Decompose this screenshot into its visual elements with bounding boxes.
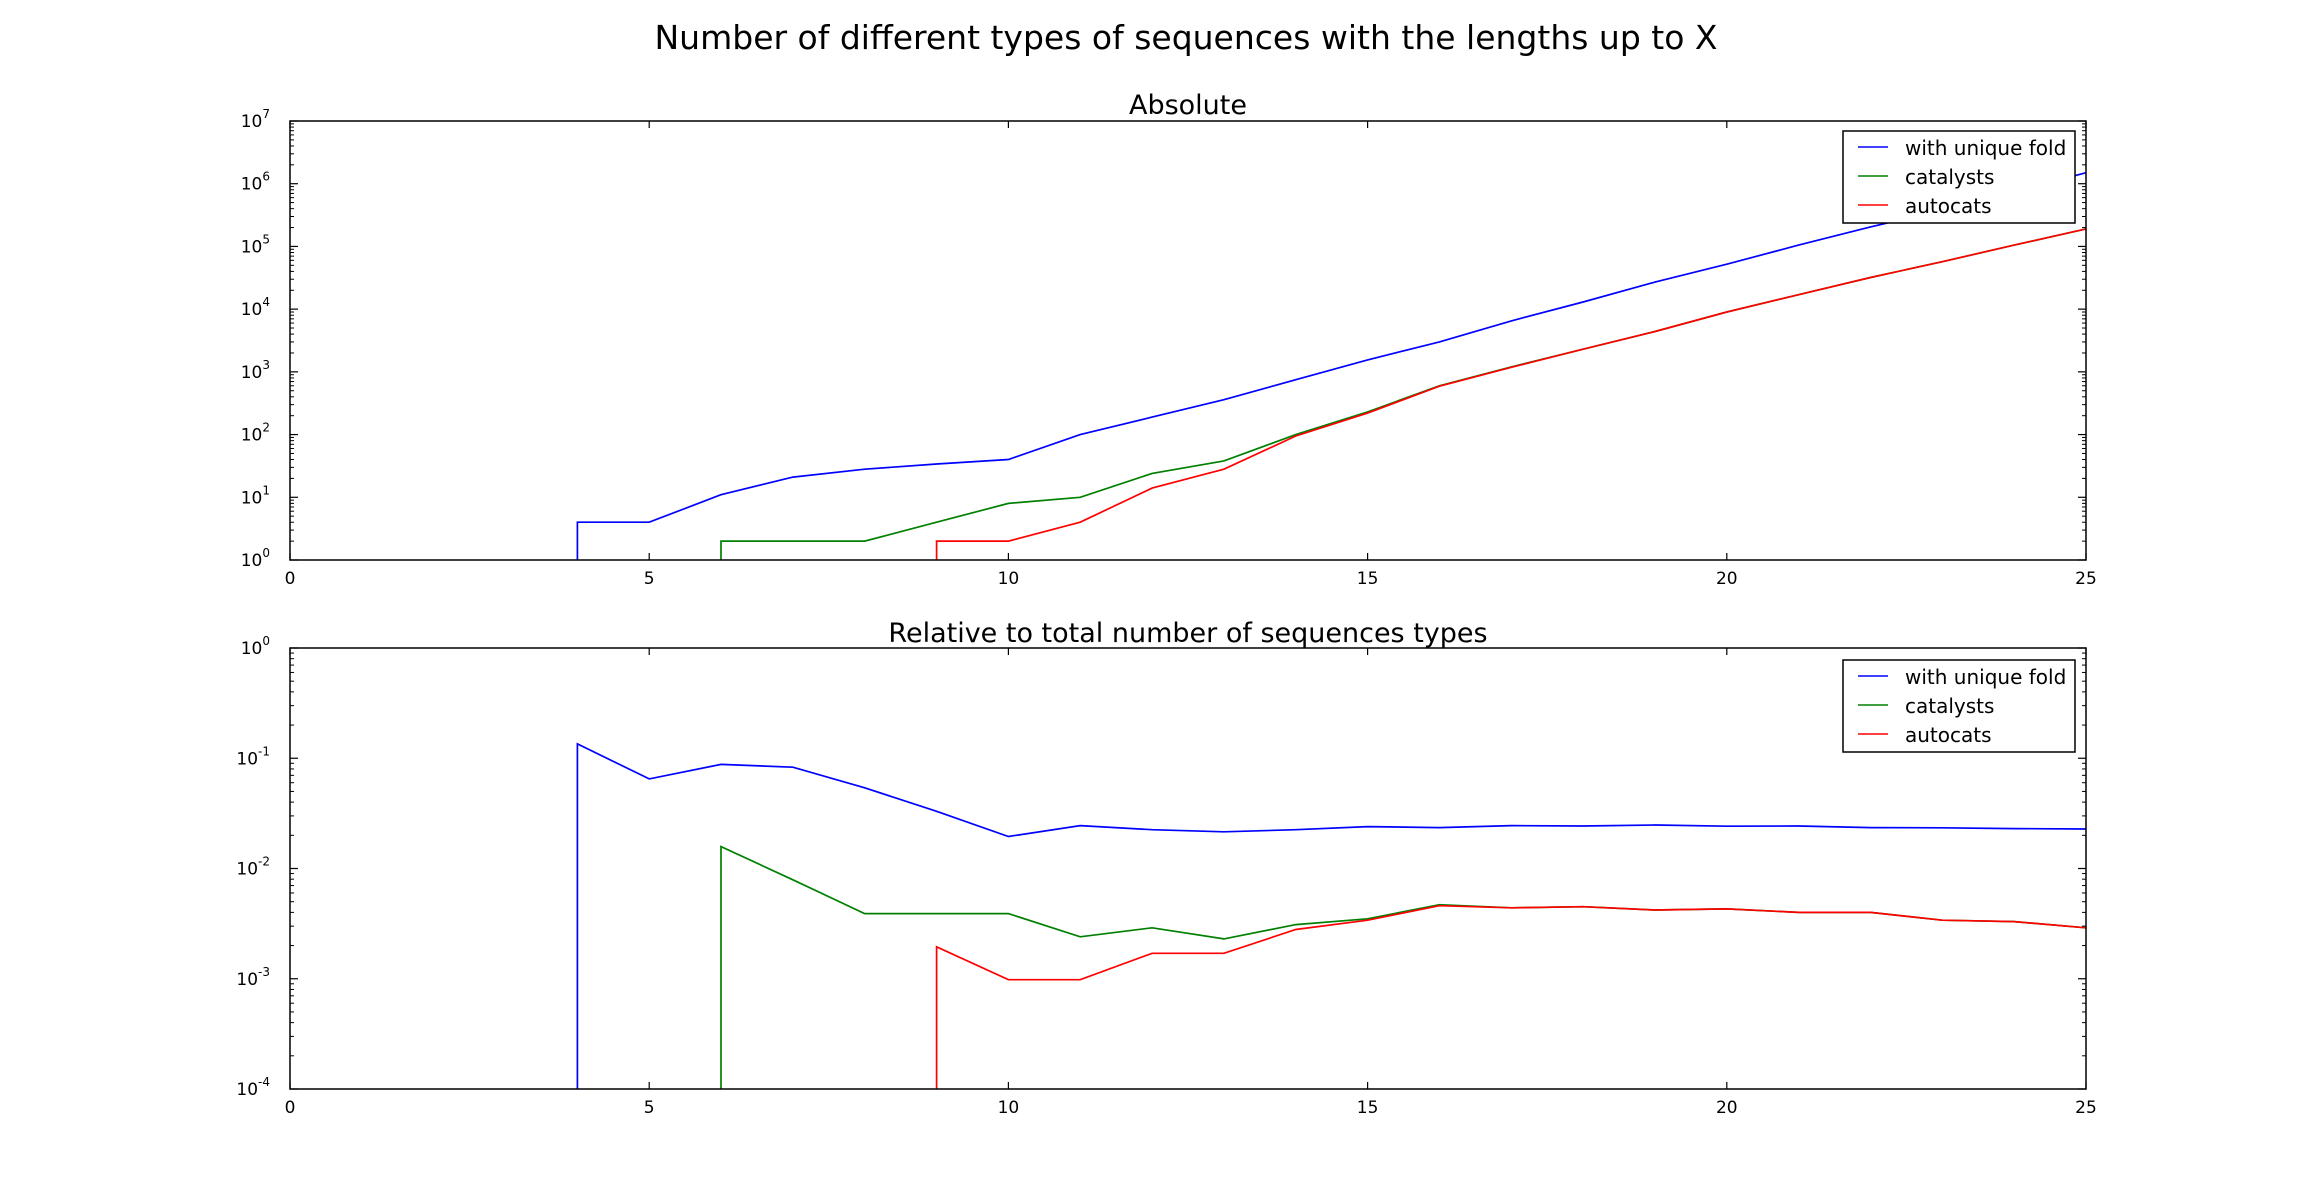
- x-tick-label: 0: [285, 569, 296, 589]
- legend: with unique fold catalysts autocats: [1842, 130, 2076, 224]
- series-line-catalysts: [720, 845, 2087, 1089]
- y-tick-label: 106: [241, 170, 270, 195]
- series-line-autocats: [935, 228, 2087, 560]
- y-tick-label: 101: [241, 483, 270, 508]
- y-tick-label: 10-1: [236, 744, 270, 769]
- y-tick-label: 100: [241, 546, 270, 571]
- x-tick-label: 5: [644, 1098, 655, 1118]
- legend-label-catalysts: catalysts: [1905, 165, 1994, 189]
- x-tick-label: 10: [998, 569, 1020, 589]
- y-tick-label: 10-2: [236, 855, 270, 880]
- x-tick-label: 10: [998, 1098, 1020, 1118]
- x-tick-label: 15: [1357, 569, 1379, 589]
- y-tick-label: 10-4: [236, 1075, 270, 1100]
- subplot-absolute: Absolute 0 5 10 15 20 25 100 101 102 103 104 105 106…: [241, 90, 2097, 589]
- legend-label-autocats: autocats: [1905, 723, 1992, 747]
- legend-label-with-unique-fold: with unique fold: [1905, 665, 2066, 689]
- legend-label-catalysts: catalysts: [1905, 694, 1994, 718]
- series-line-with-unique-fold: [576, 171, 2087, 560]
- legend-label-autocats: autocats: [1905, 194, 1992, 218]
- x-tick-label: 25: [2075, 1098, 2097, 1118]
- y-tick-label: 107: [241, 107, 270, 132]
- x-tick-label: 20: [1716, 1098, 1738, 1118]
- series-line-catalysts: [720, 228, 2087, 560]
- x-tick-label: 20: [1716, 569, 1738, 589]
- subplot-relative: Relative to total number of sequences ty…: [236, 618, 2096, 1118]
- x-tick-label: 0: [285, 1098, 296, 1118]
- x-tick-label: 25: [2075, 569, 2097, 589]
- y-tick-label: 10-3: [236, 965, 270, 990]
- legend-label-with-unique-fold: with unique fold: [1905, 136, 2066, 160]
- plot-frame: [289, 120, 2087, 561]
- chart-title: Absolute: [1129, 90, 1247, 121]
- y-tick-label: 100: [241, 634, 270, 659]
- x-tick-label: 15: [1357, 1098, 1379, 1118]
- legend: with unique fold catalysts autocats: [1842, 659, 2076, 753]
- plot-frame: [289, 647, 2087, 1090]
- y-tick-label: 102: [241, 421, 270, 446]
- y-tick-label: 105: [241, 232, 270, 257]
- y-tick-label: 104: [241, 295, 270, 320]
- figure-title: Number of different types of sequences w…: [655, 18, 1718, 57]
- series-line-with-unique-fold: [576, 742, 2087, 1089]
- y-tick-label: 103: [241, 358, 270, 383]
- series-line-autocats: [935, 904, 2087, 1089]
- x-tick-label: 5: [644, 569, 655, 589]
- chart-title: Relative to total number of sequences ty…: [888, 618, 1487, 649]
